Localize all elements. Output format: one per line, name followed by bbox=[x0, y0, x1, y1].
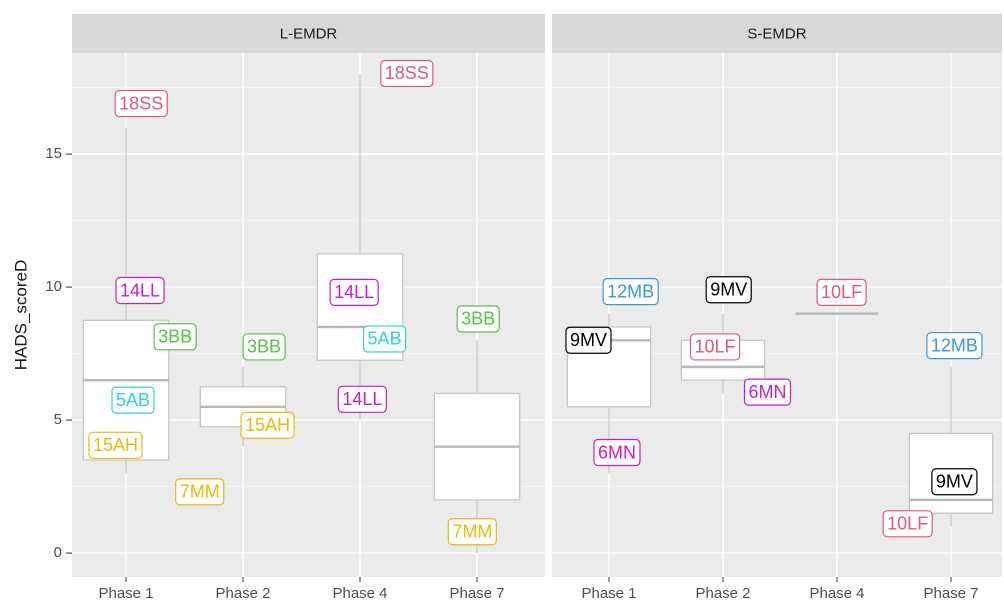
point-label: 7MM bbox=[175, 478, 225, 506]
label-box bbox=[705, 276, 752, 304]
point-label: 18SS bbox=[114, 89, 168, 118]
point-label: 5AB bbox=[111, 386, 155, 414]
label-text: 3BB bbox=[158, 327, 192, 347]
label-box bbox=[111, 386, 155, 414]
label-text: 5AB bbox=[368, 329, 402, 349]
point-label: 5AB bbox=[362, 325, 407, 353]
label-box bbox=[816, 278, 867, 306]
label-text: 14LL bbox=[342, 389, 382, 409]
label-text: 18SS bbox=[385, 63, 429, 83]
x-tick-label: Phase 4 bbox=[809, 585, 864, 602]
strip-background bbox=[552, 14, 1002, 53]
label-box bbox=[743, 378, 792, 406]
label-box bbox=[329, 278, 379, 306]
label-text: 9MV bbox=[936, 472, 973, 492]
point-label: 12MB bbox=[602, 277, 659, 306]
label-box bbox=[456, 305, 500, 333]
x-tick-label: Phase 7 bbox=[449, 585, 504, 602]
point-label: 9MV bbox=[565, 326, 612, 354]
point-label: 10LF bbox=[689, 333, 741, 361]
point-label: 18SS bbox=[380, 59, 434, 88]
x-tick-label: Phase 7 bbox=[923, 585, 978, 602]
label-box bbox=[153, 323, 197, 351]
point-label: 3BB bbox=[153, 323, 197, 351]
label-box bbox=[931, 468, 978, 496]
y-tick-label: 10 bbox=[45, 278, 62, 295]
point-label: 9MV bbox=[931, 468, 978, 496]
y-axis-title: HADS_scoreD bbox=[11, 260, 30, 371]
point-label: 15AH bbox=[240, 411, 295, 439]
label-box bbox=[926, 331, 983, 360]
label-box bbox=[362, 325, 407, 353]
point-label: 6MN bbox=[593, 438, 641, 467]
y-tick-label: 0 bbox=[54, 544, 62, 561]
y-tick-label: 5 bbox=[54, 411, 62, 428]
label-box bbox=[593, 438, 641, 467]
label-text: 3BB bbox=[461, 309, 495, 329]
point-label: 9MV bbox=[705, 276, 752, 304]
label-text: 6MN bbox=[748, 382, 786, 402]
label-text: 9MV bbox=[710, 279, 747, 299]
label-text: 10LF bbox=[887, 514, 928, 534]
label-box bbox=[88, 431, 143, 459]
y-tick-label: 15 bbox=[45, 145, 62, 162]
x-tick-label: Phase 1 bbox=[98, 585, 153, 602]
label-box bbox=[447, 518, 497, 546]
label-box bbox=[115, 276, 165, 305]
label-box bbox=[240, 411, 295, 439]
strip-title: S-EMDR bbox=[747, 25, 806, 42]
label-box bbox=[565, 326, 612, 354]
label-text: 7MM bbox=[452, 522, 492, 542]
label-text: 6MN bbox=[598, 442, 636, 462]
point-label: 10LF bbox=[816, 278, 867, 306]
point-label: 14LL bbox=[329, 278, 379, 306]
point-label: 6MN bbox=[743, 378, 792, 406]
label-text: 9MV bbox=[570, 330, 607, 350]
label-text: 15AH bbox=[93, 435, 138, 455]
label-text: 15AH bbox=[245, 415, 290, 435]
label-text: 7MM bbox=[180, 482, 220, 502]
point-label: 15AH bbox=[88, 431, 143, 459]
point-label: 14LL bbox=[115, 276, 165, 305]
label-box bbox=[602, 277, 659, 306]
x-tick-label: Phase 4 bbox=[332, 585, 387, 602]
label-box bbox=[689, 333, 741, 361]
point-label: 7MM bbox=[447, 518, 497, 546]
point-label: 3BB bbox=[456, 305, 500, 333]
point-label: 12MB bbox=[926, 331, 983, 360]
point-label: 3BB bbox=[242, 333, 286, 361]
label-box bbox=[114, 89, 168, 118]
strip-title: L-EMDR bbox=[280, 25, 338, 42]
label-box bbox=[242, 333, 286, 361]
x-tick-label: Phase 1 bbox=[581, 585, 636, 602]
label-box bbox=[380, 59, 434, 88]
x-tick-label: Phase 2 bbox=[695, 585, 750, 602]
label-text: 18SS bbox=[119, 93, 163, 113]
label-box bbox=[882, 510, 933, 538]
strip-background bbox=[72, 14, 545, 53]
label-text: 12MB bbox=[607, 281, 654, 301]
label-text: 10LF bbox=[821, 282, 862, 302]
label-text: 14LL bbox=[334, 282, 374, 302]
label-text: 14LL bbox=[120, 280, 160, 300]
point-label: 14LL bbox=[337, 385, 387, 413]
label-text: 10LF bbox=[695, 337, 736, 357]
x-tick-label: Phase 2 bbox=[215, 585, 270, 602]
label-text: 12MB bbox=[931, 335, 978, 355]
label-box bbox=[337, 385, 387, 413]
label-text: 3BB bbox=[247, 337, 281, 357]
label-box bbox=[175, 478, 225, 506]
point-label: 10LF bbox=[882, 510, 933, 538]
label-text: 5AB bbox=[116, 390, 150, 410]
